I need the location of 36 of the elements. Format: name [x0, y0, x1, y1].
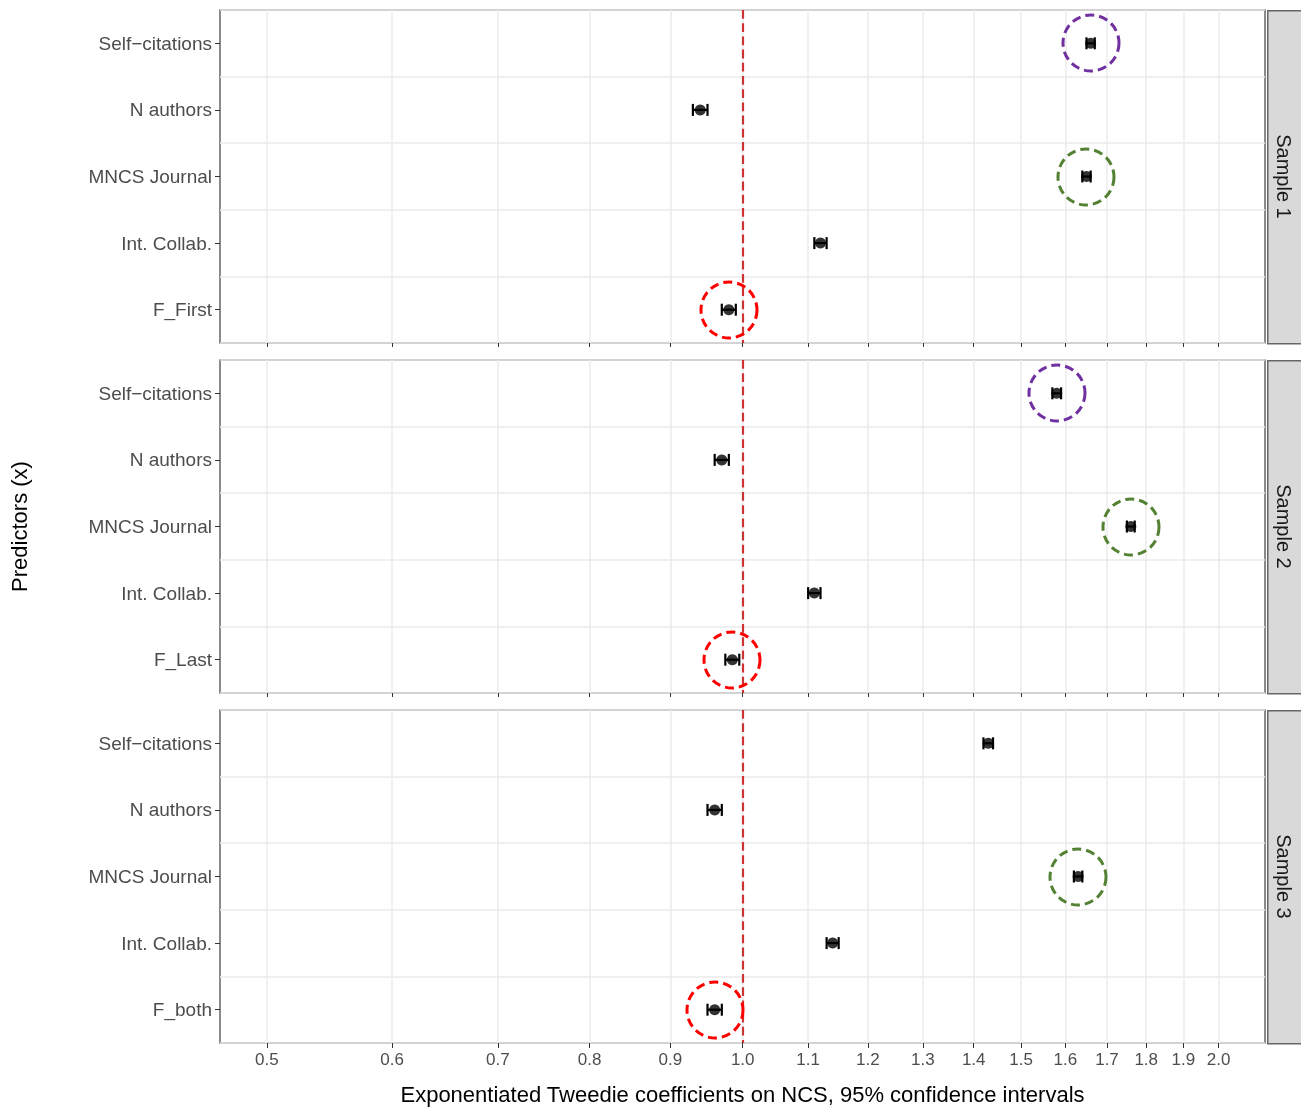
- y-tick-label: N authors: [129, 799, 212, 821]
- x-tick-label: 2.0: [1206, 1050, 1231, 1069]
- y-tick-label: Self−citations: [98, 382, 212, 404]
- y-tick-label: F_both: [152, 999, 212, 1022]
- y-tick-label: F_First: [152, 299, 213, 322]
- x-tick-label: 0.5: [255, 1050, 279, 1069]
- text: Sample 3: [1273, 834, 1295, 919]
- x-tick-label: 0.8: [577, 1050, 602, 1069]
- y-tick-label: Int. Collab.: [121, 582, 212, 604]
- x-tick-label: 1.3: [911, 1050, 935, 1069]
- text: Sample 2: [1273, 484, 1295, 569]
- x-tick-label: 1.5: [1009, 1050, 1033, 1069]
- x-tick-label: 1.6: [1053, 1050, 1078, 1069]
- y-tick-label: Int. Collab.: [121, 232, 212, 254]
- x-tick-label: 0.9: [658, 1050, 683, 1069]
- x-tick-label: 1.0: [730, 1050, 755, 1069]
- y-tick-label: MNCS Journal: [88, 166, 212, 187]
- y-tick-label: Int. Collab.: [121, 932, 212, 954]
- x-tick-label: 1.9: [1171, 1050, 1196, 1069]
- y-tick-label: N authors: [129, 449, 212, 471]
- x-tick-label: 0.7: [486, 1050, 510, 1069]
- x-tick-label: 0.6: [380, 1050, 404, 1069]
- x-tick-label: 1.8: [1134, 1050, 1159, 1069]
- y-tick-label: N authors: [129, 99, 212, 121]
- y-tick-label: Self−citations: [98, 32, 212, 54]
- x-tick-label: 1.2: [856, 1050, 880, 1069]
- text: Sample 1: [1273, 134, 1295, 219]
- y-tick-label: MNCS Journal: [88, 866, 212, 887]
- y-axis-title: Predictors (x): [6, 461, 32, 592]
- y-tick-label: MNCS Journal: [88, 516, 212, 537]
- x-axis-title: Exponentiated Tweedie coefficients on NCS, 95% confidence intervals: [400, 1081, 1085, 1107]
- x-tick-label: 1.1: [796, 1050, 820, 1069]
- y-tick-label: Self−citations: [98, 732, 212, 754]
- x-tick-label: 1.7: [1095, 1050, 1119, 1069]
- y-tick-label: F_Last: [153, 649, 213, 672]
- x-tick-label: 1.4: [961, 1050, 986, 1069]
